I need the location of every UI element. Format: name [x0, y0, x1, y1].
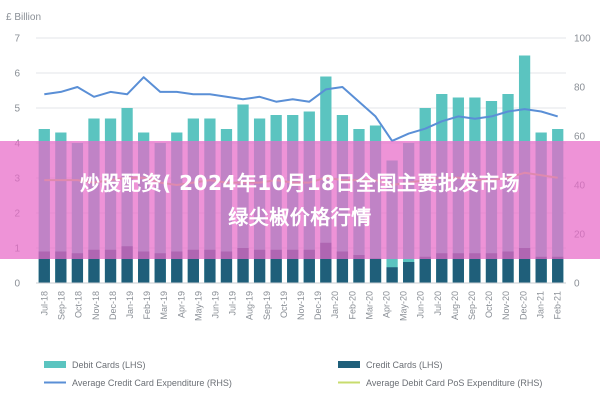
credit-bar	[336, 251, 349, 283]
credit-bar	[403, 262, 415, 283]
credit-bar	[71, 253, 84, 283]
left-y-tick-label: 6	[14, 69, 20, 80]
x-tick-label: Feb-20	[347, 291, 357, 320]
credit-bar	[552, 256, 564, 283]
credit-bar	[121, 246, 133, 283]
x-tick-label: Nov-19	[296, 291, 306, 320]
legend-label: Debit Cards (LHS)	[72, 360, 146, 370]
credit-bar	[237, 248, 249, 283]
x-tick-label: Sep-20	[467, 291, 477, 320]
credit-bar	[104, 249, 117, 283]
x-tick-label: Apr-20	[381, 291, 391, 318]
left-y-tick-label: 5	[14, 104, 20, 115]
credit-bar	[353, 255, 365, 283]
x-tick-label: Sep-19	[262, 291, 272, 320]
overlay-banner: 炒股配资( 2024年10月18日全国主要批发市场 绿尖椒价格行情	[0, 141, 600, 259]
credit-bar	[270, 249, 282, 283]
credit-bar	[303, 249, 315, 283]
x-tick-label: Jan-19	[125, 291, 135, 319]
credit-bar	[55, 251, 67, 283]
credit-bar	[187, 249, 199, 283]
credit-bar	[452, 253, 464, 283]
credit-bar	[171, 251, 183, 283]
x-axis: Jul-18 Sep-18 Oct-18 Nov-18 Dec-18 Jan-19 Feb-…	[36, 282, 566, 321]
credit-bar	[38, 251, 50, 283]
legend-swatch	[44, 361, 66, 368]
x-tick-label: May-19	[193, 291, 203, 321]
x-tick-label: Jul-18	[40, 291, 50, 316]
credit-bar	[220, 251, 233, 283]
credit-bar	[138, 251, 150, 283]
left-y-tick-label: 7	[14, 34, 20, 45]
credit-bar	[253, 249, 266, 283]
x-tick-label: Jun-19	[211, 291, 221, 319]
legend: Debit Cards (LHS) Credit Cards (LHS) Avera…	[44, 360, 542, 388]
x-tick-label: Oct-20	[484, 291, 494, 318]
right-y-tick-label: 100	[574, 34, 591, 45]
x-tick-label: Dec-19	[313, 291, 323, 320]
credit-bar	[436, 253, 448, 283]
x-tick-label: Sep-18	[57, 291, 67, 320]
x-tick-label: Feb-21	[552, 291, 562, 320]
x-tick-label: Mar-20	[364, 291, 374, 320]
x-tick-label: Mar-19	[159, 291, 169, 320]
x-tick-label: May-20	[399, 291, 409, 321]
credit-bar	[518, 248, 531, 283]
legend-label: Average Credit Card Expenditure (RHS)	[72, 378, 232, 388]
x-tick-label: Dec-20	[518, 291, 528, 320]
x-tick-label: Feb-19	[142, 291, 152, 320]
right-y-tick-label: 60	[574, 132, 586, 143]
left-axis-unit-label: £ Billion	[6, 12, 41, 23]
right-y-tick-label: 80	[574, 83, 586, 94]
x-tick-label: Aug-19	[245, 291, 255, 320]
credit-bar	[369, 258, 382, 283]
credit-bar	[386, 267, 398, 283]
credit-bar	[469, 253, 481, 283]
x-tick-label: Oct-18	[74, 291, 84, 318]
x-tick-label: Nov-18	[91, 291, 101, 320]
credit-bar	[204, 249, 216, 283]
x-tick-label: Jan-21	[535, 291, 545, 319]
x-tick-label: Apr-19	[176, 291, 186, 318]
x-tick-label: Jul-19	[228, 291, 238, 316]
x-tick-label: Nov-20	[501, 291, 511, 320]
credit-bar	[287, 249, 299, 283]
x-tick-label: Jun-20	[416, 291, 426, 319]
credit-bar	[88, 249, 100, 283]
legend-swatch	[338, 361, 360, 368]
credit-bar	[154, 253, 166, 283]
x-tick-label: Jul-20	[433, 291, 443, 316]
credit-bar	[320, 242, 332, 283]
x-tick-label: Aug-20	[450, 291, 460, 320]
overlay-title-line-1: 炒股配资( 2024年10月18日全国主要批发市场	[80, 171, 520, 195]
right-y-tick-label: 0	[574, 279, 580, 290]
credit-bar	[485, 253, 498, 283]
legend-label: Average Debit Card PoS Expenditure (RHS)	[366, 378, 542, 388]
x-tick-label: Jan-20	[330, 291, 340, 319]
x-tick-label: Dec-18	[108, 291, 118, 320]
legend-label: Credit Cards (LHS)	[366, 360, 443, 370]
left-y-tick-label: 0	[14, 279, 20, 290]
credit-bar	[502, 251, 514, 283]
credit-bar	[535, 256, 547, 283]
avg-credit-expenditure-line	[44, 76, 558, 142]
overlay-title-line-2: 绿尖椒价格行情	[228, 205, 372, 229]
credit-card-bars	[38, 242, 564, 283]
x-tick-label: Oct-19	[279, 291, 289, 318]
credit-bar	[419, 256, 431, 283]
